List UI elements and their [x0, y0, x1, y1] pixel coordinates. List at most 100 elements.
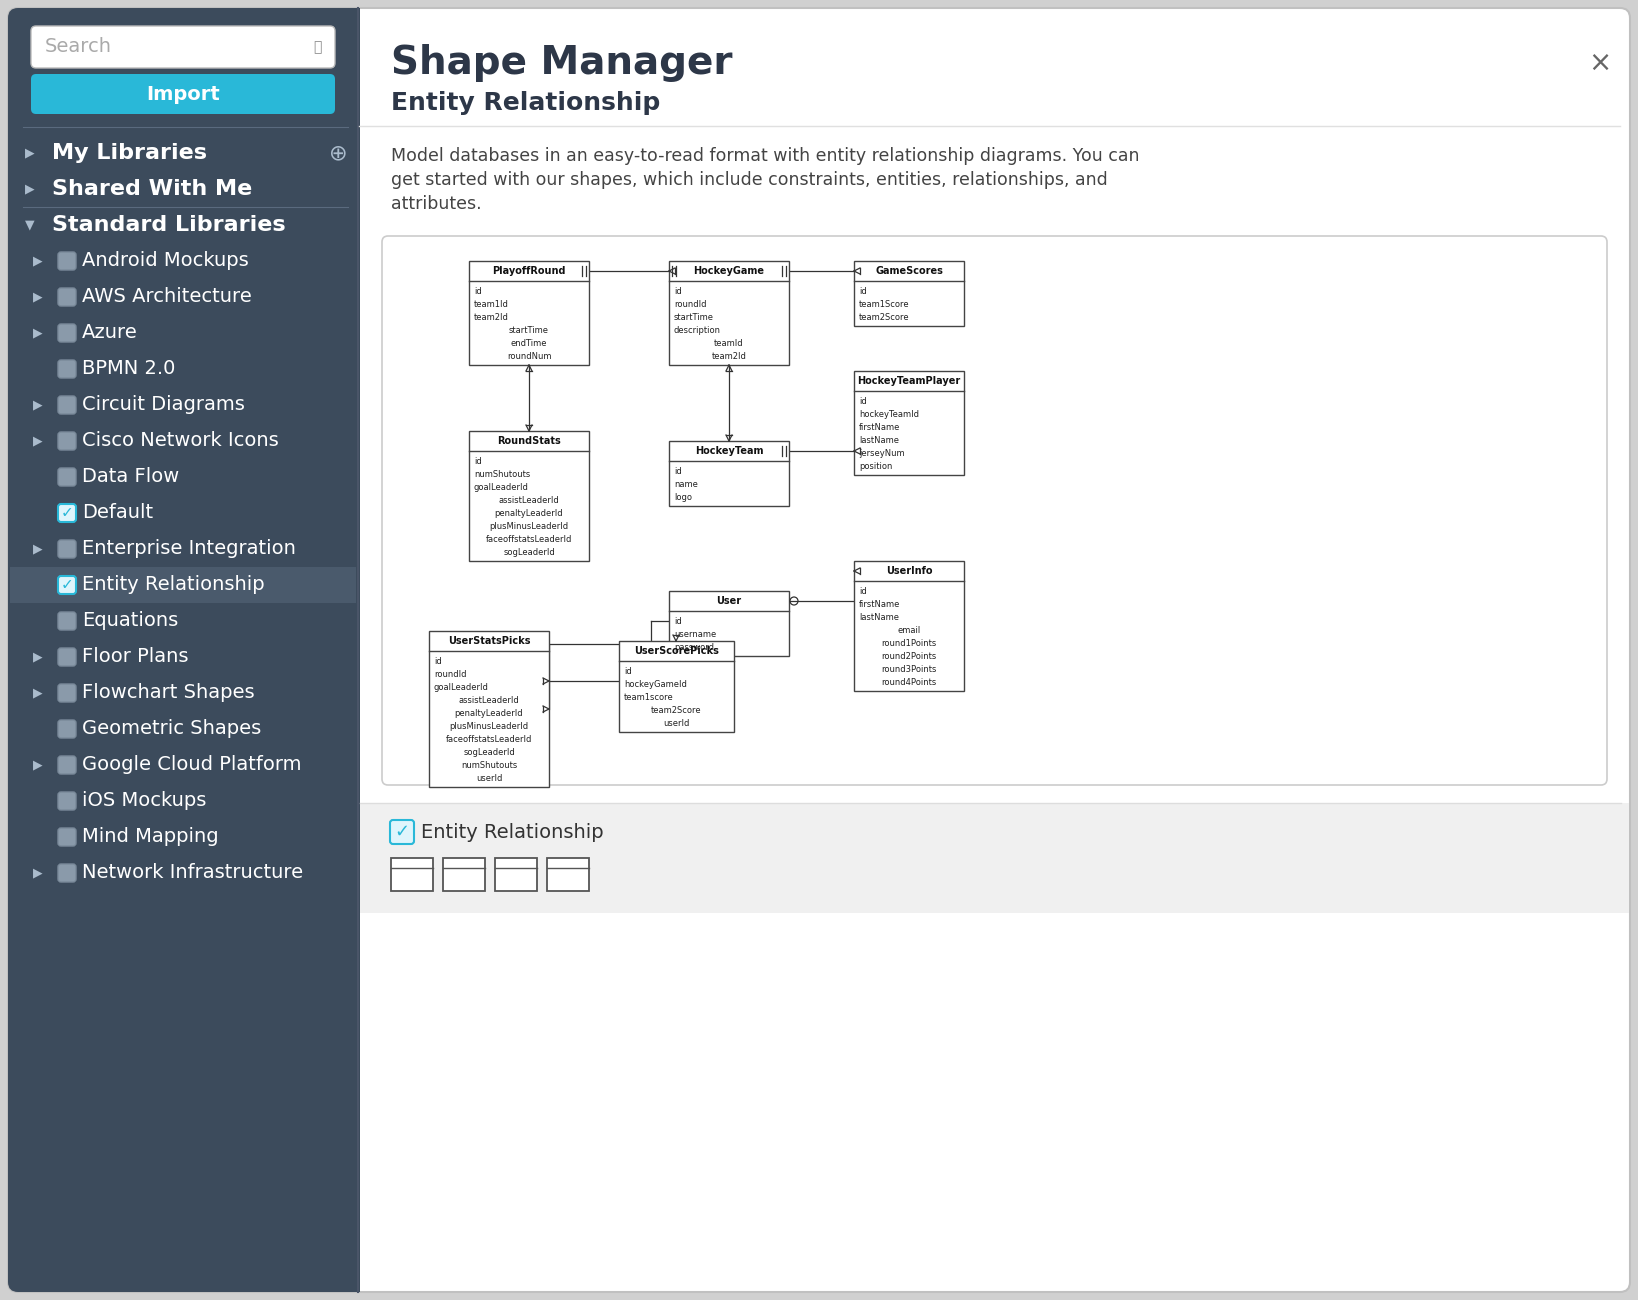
FancyBboxPatch shape	[390, 820, 414, 844]
Text: AWS Architecture: AWS Architecture	[82, 287, 252, 307]
Text: BPMN 2.0: BPMN 2.0	[82, 360, 175, 378]
Text: Shared With Me: Shared With Me	[52, 179, 252, 199]
FancyBboxPatch shape	[57, 289, 75, 306]
Text: ▶: ▶	[33, 650, 43, 663]
Text: numShutouts: numShutouts	[473, 471, 531, 478]
Text: team2Score: team2Score	[652, 706, 701, 715]
Bar	[853, 370, 965, 474]
Bar	[547, 858, 590, 890]
Text: ▶: ▶	[33, 758, 43, 771]
Text: team2Score: team2Score	[858, 313, 909, 322]
Text: Android Mockups: Android Mockups	[82, 251, 249, 270]
Bar	[442, 858, 485, 890]
Text: Azure: Azure	[82, 324, 138, 342]
Text: position: position	[858, 462, 893, 471]
Bar	[668, 592, 790, 656]
Text: HockeyGame: HockeyGame	[693, 266, 765, 276]
Bar	[468, 432, 590, 562]
Text: sogLeaderId: sogLeaderId	[464, 747, 514, 757]
Text: ▶: ▶	[33, 867, 43, 880]
Text: Entity Relationship: Entity Relationship	[391, 91, 660, 114]
Text: id: id	[673, 467, 681, 476]
Text: roundId: roundId	[673, 300, 706, 309]
Text: round4Points: round4Points	[881, 679, 937, 686]
Text: id: id	[473, 287, 482, 296]
Text: username: username	[673, 630, 716, 640]
FancyBboxPatch shape	[382, 237, 1607, 785]
Text: User: User	[716, 595, 742, 606]
Text: round3Points: round3Points	[881, 666, 937, 673]
Text: ▶: ▶	[25, 182, 34, 195]
Text: ▶: ▶	[33, 686, 43, 699]
FancyBboxPatch shape	[57, 432, 75, 450]
Text: penaltyLeaderId: penaltyLeaderId	[495, 510, 563, 517]
FancyBboxPatch shape	[57, 360, 75, 378]
Text: description: description	[673, 326, 721, 335]
Text: My Libraries: My Libraries	[52, 143, 206, 162]
Text: plusMinusLeaderId: plusMinusLeaderId	[449, 722, 529, 731]
Text: goalLeaderId: goalLeaderId	[473, 484, 529, 491]
Text: ×: ×	[1589, 49, 1612, 77]
FancyBboxPatch shape	[57, 720, 75, 738]
Bar	[668, 261, 790, 365]
Text: Enterprise Integration: Enterprise Integration	[82, 540, 296, 559]
Text: UserStatsPicks: UserStatsPicks	[447, 636, 531, 646]
Text: roundNum: roundNum	[506, 352, 552, 361]
Text: team1Score: team1Score	[858, 300, 909, 309]
FancyBboxPatch shape	[57, 504, 75, 523]
FancyBboxPatch shape	[57, 864, 75, 881]
Text: Import: Import	[146, 84, 219, 104]
Text: plusMinusLeaderId: plusMinusLeaderId	[490, 523, 568, 530]
Text: Entity Relationship: Entity Relationship	[421, 823, 604, 841]
FancyBboxPatch shape	[8, 8, 1630, 1292]
Text: iOS Mockups: iOS Mockups	[82, 792, 206, 810]
Text: Default: Default	[82, 503, 152, 523]
Text: sogLeaderId: sogLeaderId	[503, 549, 555, 556]
Text: Shape Manager: Shape Manager	[391, 44, 732, 82]
Text: password: password	[673, 644, 714, 653]
Text: endTime: endTime	[511, 339, 547, 348]
Text: team2Id: team2Id	[473, 313, 509, 322]
FancyBboxPatch shape	[57, 468, 75, 486]
Text: id: id	[624, 667, 632, 676]
Text: ✓: ✓	[61, 506, 74, 520]
Text: Standard Libraries: Standard Libraries	[52, 214, 285, 235]
Text: Network Infrastructure: Network Infrastructure	[82, 863, 303, 883]
FancyBboxPatch shape	[31, 74, 336, 114]
Text: Flowchart Shapes: Flowchart Shapes	[82, 684, 254, 702]
Text: logo: logo	[673, 493, 691, 502]
Text: startTime: startTime	[509, 326, 549, 335]
Text: ▶: ▶	[33, 290, 43, 303]
Text: team1score: team1score	[624, 693, 673, 702]
Text: faceoffstatsLeaderId: faceoffstatsLeaderId	[486, 536, 572, 543]
FancyBboxPatch shape	[57, 828, 75, 846]
Text: round2Points: round2Points	[881, 653, 937, 660]
Bar	[495, 858, 537, 890]
Text: PlayoffRound: PlayoffRound	[493, 266, 565, 276]
Text: ▶: ▶	[25, 147, 34, 160]
Text: RoundStats: RoundStats	[496, 436, 560, 446]
Bar	[853, 562, 965, 692]
Text: penaltyLeaderId: penaltyLeaderId	[455, 708, 523, 718]
Text: firstName: firstName	[858, 422, 901, 432]
Text: Model databases in an easy-to-read format with entity relationship diagrams. You: Model databases in an easy-to-read forma…	[391, 147, 1140, 165]
Text: id: id	[473, 458, 482, 465]
Text: userId: userId	[475, 774, 503, 783]
Text: userId: userId	[663, 719, 690, 728]
Text: HockeyTeam: HockeyTeam	[695, 446, 763, 456]
FancyBboxPatch shape	[57, 684, 75, 702]
Text: Google Cloud Platform: Google Cloud Platform	[82, 755, 301, 775]
Text: Cisco Network Icons: Cisco Network Icons	[82, 432, 278, 451]
Text: numShutouts: numShutouts	[460, 760, 518, 770]
Text: Mind Mapping: Mind Mapping	[82, 828, 218, 846]
Text: UserScorePicks: UserScorePicks	[634, 646, 719, 656]
FancyBboxPatch shape	[57, 757, 75, 773]
Text: lastName: lastName	[858, 436, 899, 445]
Text: hockeyTeamId: hockeyTeamId	[858, 410, 919, 419]
Text: team2Id: team2Id	[711, 352, 747, 361]
Text: teamId: teamId	[714, 339, 744, 348]
Text: faceoffstatsLeaderId: faceoffstatsLeaderId	[446, 734, 532, 744]
FancyBboxPatch shape	[57, 396, 75, 413]
Text: Equations: Equations	[82, 611, 179, 630]
Text: Floor Plans: Floor Plans	[82, 647, 188, 667]
